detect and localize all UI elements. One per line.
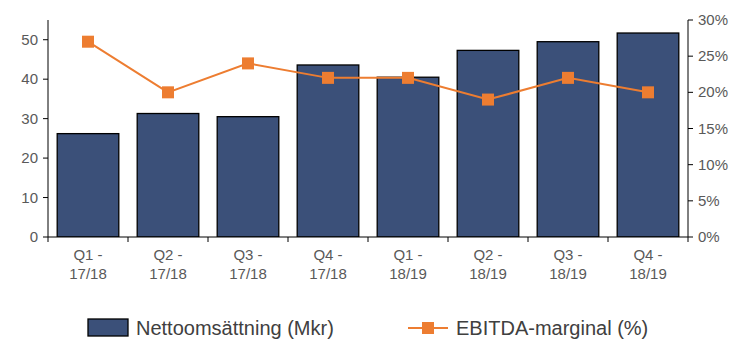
bar — [137, 114, 199, 237]
y-tick-label: 50 — [21, 31, 38, 48]
y2-tick-label: 20% — [698, 83, 728, 100]
y2-tick — [688, 128, 693, 129]
y-tick-label: 40 — [21, 70, 38, 87]
y-tick — [43, 79, 48, 80]
y-tick-label: 30 — [21, 110, 38, 127]
legend-swatch — [88, 319, 128, 336]
chart: 010203040500%5%10%15%20%25%30%Q1 -17/18Q… — [0, 0, 750, 364]
x-tick-line: Q2 - — [153, 246, 182, 263]
y-tick-label: 20 — [21, 149, 38, 166]
plot-area — [57, 33, 679, 237]
marker — [242, 57, 254, 69]
bar — [57, 134, 119, 237]
bar — [537, 42, 599, 237]
x-tick — [288, 237, 289, 242]
marker — [162, 86, 174, 98]
x-tick-label: Q1 - 18/19 — [389, 246, 427, 282]
x-tick-label: Q3 - 17/18 — [229, 246, 267, 282]
marker — [402, 72, 414, 84]
x-tick — [48, 237, 49, 242]
x-tick — [608, 237, 609, 242]
y2-tick — [688, 20, 693, 21]
y2-tick-label: 15% — [698, 120, 728, 137]
y-tick — [43, 118, 48, 119]
x-tick-line: Q1 - — [73, 246, 102, 263]
y2-tick-label: 0% — [698, 228, 720, 245]
y2-tick-label: 5% — [698, 192, 720, 209]
bar — [457, 50, 519, 237]
x-tick-line: Q4 - — [633, 246, 662, 263]
x-tick-line: Q2 - — [473, 246, 502, 263]
x-tick-label: Q2 - 17/18 — [149, 246, 187, 282]
legend-label: EBITDA-marginal (%) — [456, 317, 648, 339]
x-tick — [368, 237, 369, 242]
x-tick-label: Q4 - 18/19 — [629, 246, 667, 282]
x-tick — [128, 237, 129, 242]
x-tick-line: Q4 - — [313, 246, 342, 263]
x-tick-line: 18/19 — [469, 265, 507, 282]
y2-tick-label: 10% — [698, 156, 728, 173]
x-tick-line: 18/19 — [389, 265, 427, 282]
y2-tick — [688, 164, 693, 165]
y2-tick — [688, 56, 693, 57]
y2-tick — [688, 92, 693, 93]
bar — [217, 117, 279, 237]
marker — [642, 86, 654, 98]
y-tick — [43, 39, 48, 40]
y-tick-label: 0 — [30, 228, 38, 245]
bar — [617, 33, 679, 237]
marker — [562, 72, 574, 84]
y-axis-line — [48, 20, 49, 237]
x-tick-line: Q1 - — [393, 246, 422, 263]
x-tick-label: Q4 - 17/18 — [309, 246, 347, 282]
x-tick — [208, 237, 209, 242]
x-tick-line: 17/18 — [229, 265, 267, 282]
marker — [482, 94, 494, 106]
legend-marker — [422, 322, 434, 334]
x-tick-line: Q3 - — [233, 246, 262, 263]
x-tick-label: Q1 - 17/18 — [69, 246, 107, 282]
y-tick — [43, 237, 48, 238]
x-tick-line: 17/18 — [309, 265, 347, 282]
x-tick — [448, 237, 449, 242]
y-tick-label: 10 — [21, 189, 38, 206]
bar — [297, 65, 359, 237]
y2-tick — [688, 237, 693, 238]
x-tick-line: 18/19 — [629, 265, 667, 282]
y-tick — [43, 197, 48, 198]
x-tick — [528, 237, 529, 242]
x-tick — [688, 237, 689, 242]
bar — [377, 77, 439, 237]
y-tick — [43, 158, 48, 159]
x-tick-line: 18/19 — [549, 265, 587, 282]
y2-tick-label: 30% — [698, 11, 728, 28]
x-tick-line: Q3 - — [553, 246, 582, 263]
x-tick-line: 17/18 — [149, 265, 187, 282]
y2-tick — [688, 200, 693, 201]
x-tick-line: 17/18 — [69, 265, 107, 282]
legend-label: Nettoomsättning (Mkr) — [136, 317, 334, 339]
line — [88, 42, 648, 100]
x-tick-label: Q2 - 18/19 — [469, 246, 507, 282]
x-tick-label: Q3 - 18/19 — [549, 246, 587, 282]
marker — [82, 36, 94, 48]
marker — [322, 72, 334, 84]
y2-tick-label: 25% — [698, 47, 728, 64]
